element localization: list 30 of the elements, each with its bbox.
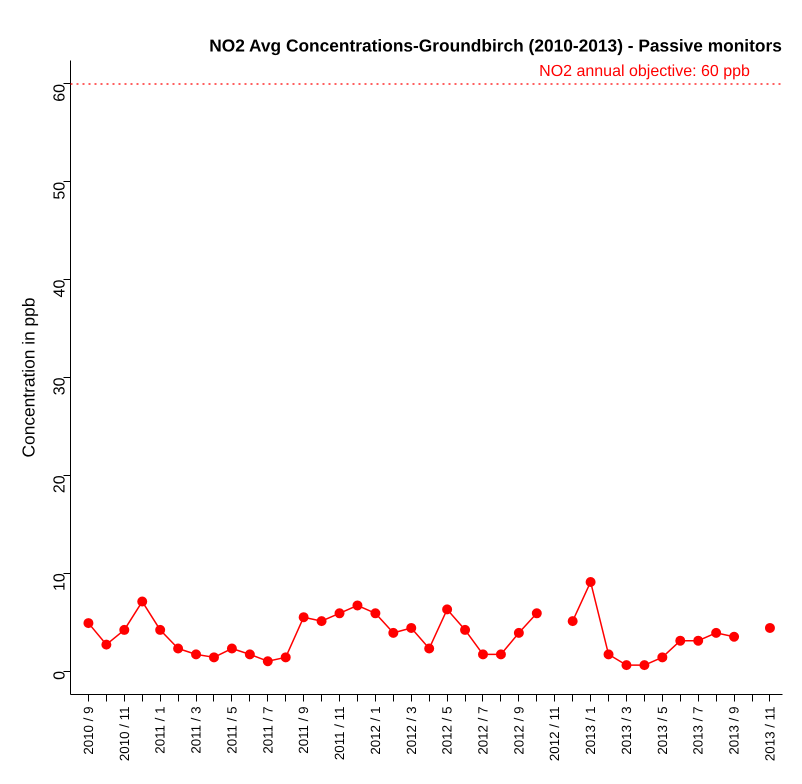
- x-tick-label: 2011 / 3: [188, 706, 204, 754]
- y-tick-label: 50: [52, 182, 68, 200]
- x-tick-label: 2012 / 11: [547, 706, 562, 762]
- y-tick-label: 60: [52, 84, 68, 102]
- x-tick-label: 2010 / 11: [116, 706, 132, 762]
- chart-title: NO2 Avg Concentrations-Groundbirch (2010-2013) - Passive monitors: [209, 36, 782, 56]
- x-tick-label: 2013 / 3: [618, 706, 634, 755]
- x-tick-label: 2012 / 9: [511, 706, 526, 755]
- y-axis-title: Concentration in ppb: [18, 298, 38, 458]
- y-tick-label: 30: [52, 377, 68, 396]
- ref-line-label: NO2 annual objective: 60 ppb: [539, 62, 750, 80]
- x-tick-label: 2012 / 7: [475, 706, 490, 755]
- x-tick-label: 2011 / 1: [152, 706, 168, 754]
- x-tick-label: 2011 / 5: [224, 706, 240, 754]
- y-tick-label: 40: [52, 280, 68, 298]
- x-tick-label: 2011 / 11: [332, 706, 348, 760]
- y-tick-label: 0: [52, 670, 68, 680]
- x-tick-label: 2013 / 5: [654, 706, 670, 755]
- x-tick-label: 2013 / 11: [762, 706, 778, 762]
- x-tick-label: 2010 / 9: [80, 706, 96, 755]
- y-tick-label: 10: [52, 573, 68, 591]
- x-tick-label: 2012 / 5: [440, 706, 455, 755]
- x-tick-label: 2013 / 9: [726, 706, 742, 755]
- x-tick-label: 2013 / 1: [583, 706, 598, 755]
- y-tick-label: 20: [52, 475, 68, 494]
- x-tick-label: 2013 / 7: [690, 706, 706, 755]
- x-tick-label: 2012 / 1: [368, 706, 383, 755]
- x-tick-label: 2011 / 7: [260, 706, 276, 754]
- x-tick-label: 2011 / 9: [296, 706, 312, 754]
- x-tick-label: 2012 / 3: [404, 706, 419, 755]
